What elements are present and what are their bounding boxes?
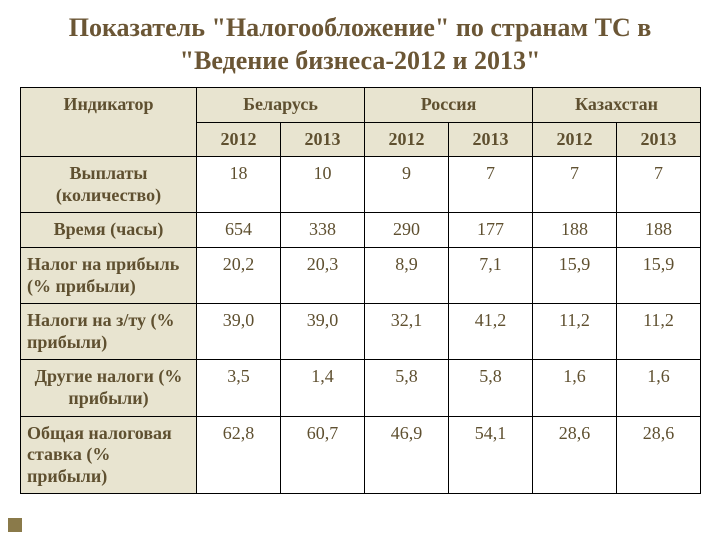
- row-label: Общая налоговая ставка (% прибыли): [21, 416, 197, 494]
- col-header-year: 2013: [449, 122, 533, 157]
- table-row: Налог на прибыль (% прибыли)20,220,38,97…: [21, 247, 701, 303]
- cell-value: 41,2: [449, 304, 533, 360]
- row-label: Налог на прибыль (% прибыли): [21, 247, 197, 303]
- cell-value: 338: [281, 213, 365, 248]
- cell-value: 62,8: [197, 416, 281, 494]
- cell-value: 177: [449, 213, 533, 248]
- cell-value: 7: [533, 157, 617, 213]
- col-header-country-2: Казахстан: [533, 88, 701, 123]
- cell-value: 39,0: [197, 304, 281, 360]
- row-label: Время (часы): [21, 213, 197, 248]
- col-header-year: 2012: [365, 122, 449, 157]
- cell-value: 54,1: [449, 416, 533, 494]
- cell-value: 20,2: [197, 247, 281, 303]
- cell-value: 7,1: [449, 247, 533, 303]
- cell-value: 188: [617, 213, 701, 248]
- col-header-country-0: Беларусь: [197, 88, 365, 123]
- cell-value: 60,7: [281, 416, 365, 494]
- tax-table: Индикатор Беларусь Россия Казахстан 2012…: [20, 87, 701, 494]
- cell-value: 1,6: [617, 360, 701, 416]
- cell-value: 1,6: [533, 360, 617, 416]
- corner-square-icon: [8, 518, 22, 532]
- row-label: Налоги на з/ту (% прибыли): [21, 304, 197, 360]
- cell-value: 654: [197, 213, 281, 248]
- row-label: Выплаты (количество): [21, 157, 197, 213]
- col-header-year: 2013: [617, 122, 701, 157]
- slide: Показатель "Налогообложение" по странам …: [0, 0, 720, 540]
- cell-value: 7: [617, 157, 701, 213]
- table-row: Общая налоговая ставка (% прибыли)62,860…: [21, 416, 701, 494]
- col-header-country-1: Россия: [365, 88, 533, 123]
- cell-value: 18: [197, 157, 281, 213]
- col-header-year: 2013: [281, 122, 365, 157]
- row-label: Другие налоги (% прибыли): [21, 360, 197, 416]
- cell-value: 32,1: [365, 304, 449, 360]
- cell-value: 1,4: [281, 360, 365, 416]
- table-row: Налоги на з/ту (% прибыли)39,039,032,141…: [21, 304, 701, 360]
- cell-value: 39,0: [281, 304, 365, 360]
- cell-value: 5,8: [365, 360, 449, 416]
- cell-value: 11,2: [617, 304, 701, 360]
- cell-value: 20,3: [281, 247, 365, 303]
- cell-value: 3,5: [197, 360, 281, 416]
- table-row: Выплаты (количество)18109777: [21, 157, 701, 213]
- col-header-year: 2012: [533, 122, 617, 157]
- header-row-countries: Индикатор Беларусь Россия Казахстан: [21, 88, 701, 123]
- cell-value: 15,9: [533, 247, 617, 303]
- cell-value: 188: [533, 213, 617, 248]
- cell-value: 28,6: [533, 416, 617, 494]
- cell-value: 7: [449, 157, 533, 213]
- cell-value: 8,9: [365, 247, 449, 303]
- cell-value: 290: [365, 213, 449, 248]
- col-header-year: 2012: [197, 122, 281, 157]
- table-row: Время (часы)654338290177188188: [21, 213, 701, 248]
- cell-value: 10: [281, 157, 365, 213]
- cell-value: 15,9: [617, 247, 701, 303]
- table-row: Другие налоги (% прибыли)3,51,45,85,81,6…: [21, 360, 701, 416]
- cell-value: 28,6: [617, 416, 701, 494]
- cell-value: 5,8: [449, 360, 533, 416]
- slide-title: Показатель "Налогообложение" по странам …: [30, 12, 690, 77]
- cell-value: 11,2: [533, 304, 617, 360]
- cell-value: 9: [365, 157, 449, 213]
- col-header-indicator: Индикатор: [21, 88, 197, 157]
- cell-value: 46,9: [365, 416, 449, 494]
